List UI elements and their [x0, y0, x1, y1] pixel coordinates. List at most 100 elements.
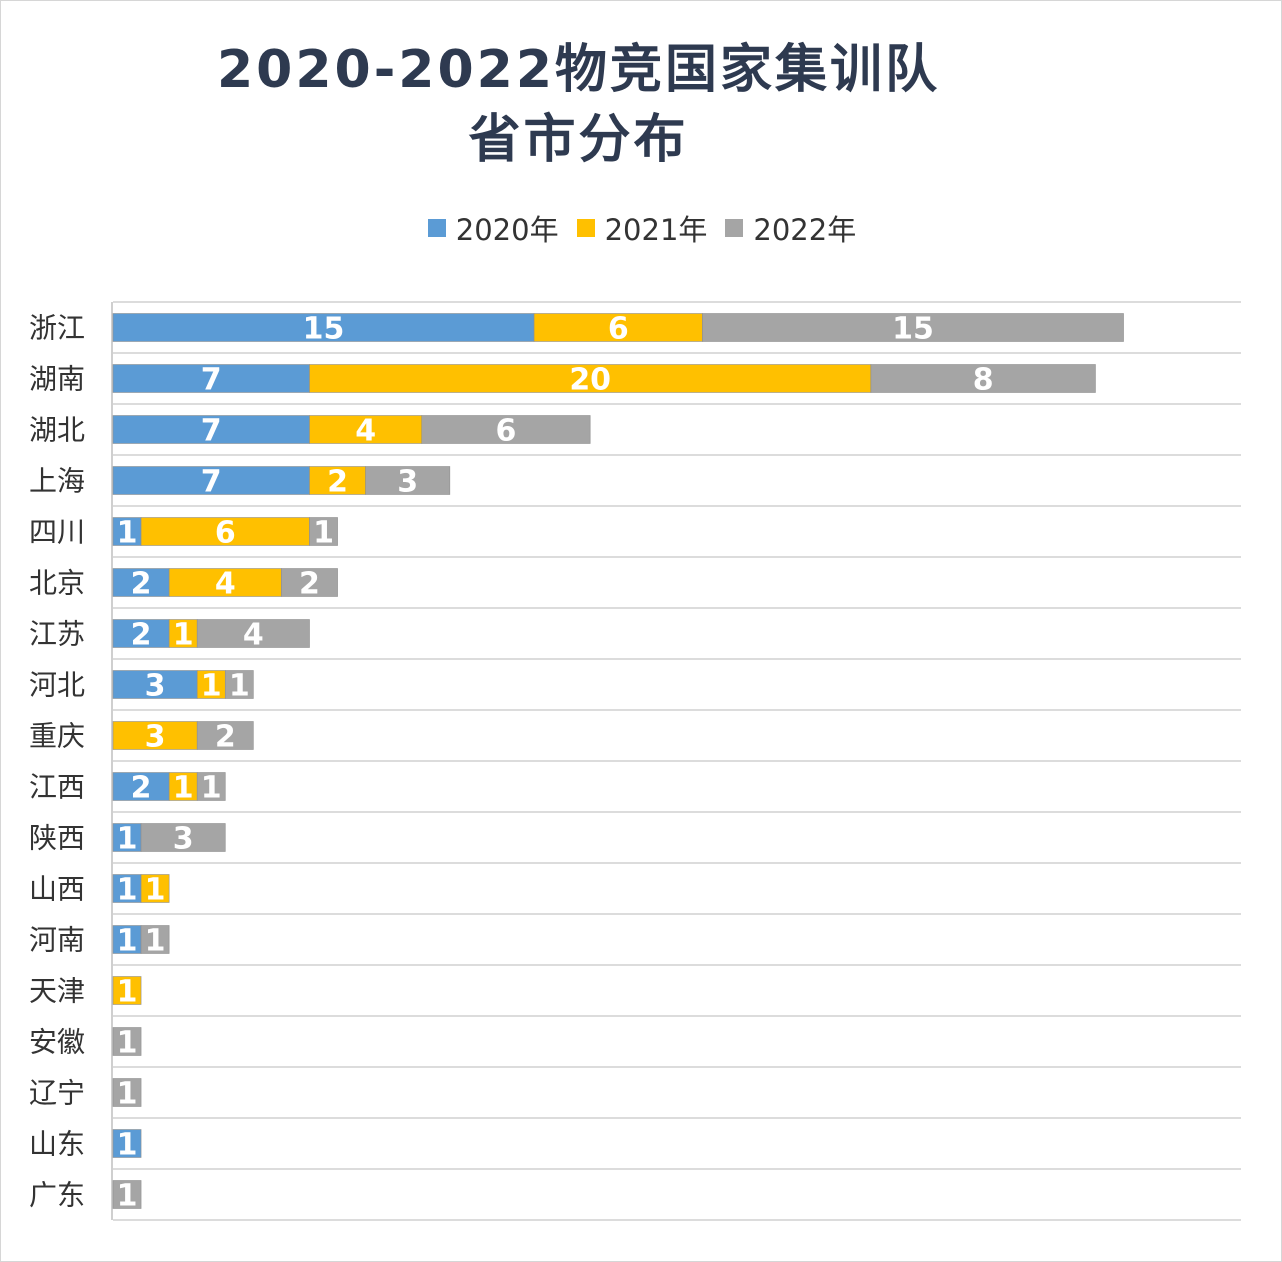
bar-segment — [224, 670, 254, 699]
data-label: 15 — [303, 312, 345, 347]
legend-swatch — [576, 219, 595, 237]
data-label: 1 — [173, 771, 194, 806]
bar-segment — [112, 568, 170, 597]
data-label: 1 — [145, 924, 166, 959]
y-tick-label: 重庆 — [29, 720, 85, 753]
y-tick-label: 浙江 — [29, 312, 85, 345]
data-label: 1 — [313, 516, 334, 551]
data-label: 1 — [117, 822, 138, 857]
chart-title-line-2: 省市分布 — [468, 110, 689, 170]
data-label: 1 — [117, 1179, 138, 1214]
legend-item-2021: 2021年 — [576, 207, 708, 249]
data-label: 1 — [201, 771, 222, 806]
bar-segment — [168, 619, 198, 648]
bar-segment — [309, 517, 338, 546]
y-tick-label: 北京 — [29, 567, 85, 600]
legend-label: 2020年 — [455, 213, 559, 247]
y-tick-label: 江西 — [29, 771, 85, 804]
data-label: 3 — [397, 465, 418, 500]
data-label: 2 — [327, 465, 348, 500]
bar-segment — [196, 721, 254, 750]
bar-segment — [140, 925, 170, 954]
bar-segment — [309, 364, 872, 393]
bar-segment — [112, 1078, 142, 1107]
bar-segment — [168, 772, 198, 801]
data-label: 4 — [243, 618, 264, 653]
y-tick-label: 四川 — [29, 516, 85, 549]
data-label: 2 — [131, 618, 152, 653]
data-label: 3 — [145, 669, 166, 704]
y-tick-label: 陕西 — [29, 822, 85, 855]
data-label: 1 — [117, 1026, 138, 1061]
bar-segment — [112, 1129, 142, 1158]
legend-item-2022: 2022年 — [725, 207, 856, 249]
legend-label: 2022年 — [753, 213, 857, 247]
bar-segment — [140, 874, 170, 903]
data-label: 7 — [201, 465, 222, 500]
bar-segment — [196, 619, 310, 648]
y-tick-label: 安徽 — [29, 1026, 85, 1059]
data-label: 2 — [131, 771, 152, 806]
data-label: 20 — [569, 363, 611, 398]
data-label: 2 — [131, 567, 152, 602]
legend-swatch — [427, 219, 446, 237]
y-tick-label: 湖北 — [29, 414, 85, 447]
bar-segment — [112, 721, 198, 750]
data-label: 6 — [496, 414, 517, 449]
data-label: 1 — [117, 516, 138, 551]
y-tick-label: 湖南 — [29, 363, 85, 396]
bar-segment — [196, 772, 226, 801]
bar-segment — [281, 568, 338, 597]
legend-swatch — [725, 219, 744, 237]
bar-segment — [112, 670, 198, 699]
bar-segment — [112, 619, 170, 648]
y-tick-label: 山西 — [29, 873, 85, 906]
data-label: 1 — [117, 873, 138, 908]
data-label: 7 — [201, 414, 222, 449]
bar-segment — [196, 670, 226, 699]
data-label: 4 — [215, 567, 236, 602]
data-label: 8 — [973, 363, 994, 398]
data-label: 2 — [215, 720, 236, 755]
data-label: 6 — [608, 312, 629, 347]
bar-segment — [533, 313, 703, 342]
bar-segment — [309, 415, 423, 444]
bar-segment — [168, 568, 282, 597]
bar-segment — [112, 1180, 142, 1209]
chart-title-line-1: 2020-2022物竞国家集训队 — [216, 40, 941, 100]
data-label: 2 — [299, 567, 320, 602]
legend-label: 2021年 — [604, 213, 708, 247]
bar-segment — [112, 466, 310, 495]
bar-segment — [112, 772, 170, 801]
data-label: 1 — [201, 669, 222, 704]
bar-segment — [112, 1027, 142, 1056]
data-label: 1 — [145, 873, 166, 908]
y-tick-label: 上海 — [29, 465, 85, 498]
data-label: 1 — [117, 975, 138, 1010]
bar-segment — [112, 313, 535, 342]
bar-segment — [140, 823, 226, 852]
y-tick-label: 天津 — [29, 975, 85, 1008]
data-label: 6 — [215, 516, 236, 551]
bar-segment — [702, 313, 1124, 342]
bar-segment — [421, 415, 591, 444]
y-tick-label: 河北 — [29, 669, 85, 702]
legend-item-2020: 2020年 — [427, 207, 559, 249]
data-label: 15 — [892, 312, 934, 347]
y-tick-label: 辽宁 — [29, 1077, 85, 1110]
data-label: 1 — [117, 1128, 138, 1163]
data-label: 3 — [173, 822, 194, 857]
bar-segment — [140, 517, 310, 546]
bar-segment — [365, 466, 451, 495]
data-label: 4 — [355, 414, 376, 449]
y-tick-label: 江苏 — [29, 618, 85, 651]
bar-segment — [112, 976, 142, 1005]
data-label: 1 — [173, 618, 194, 653]
bar-segment — [112, 415, 310, 444]
bar-segment — [112, 364, 310, 393]
data-label: 1 — [117, 1077, 138, 1112]
data-label: 1 — [229, 669, 250, 704]
y-tick-label: 山东 — [29, 1128, 85, 1161]
